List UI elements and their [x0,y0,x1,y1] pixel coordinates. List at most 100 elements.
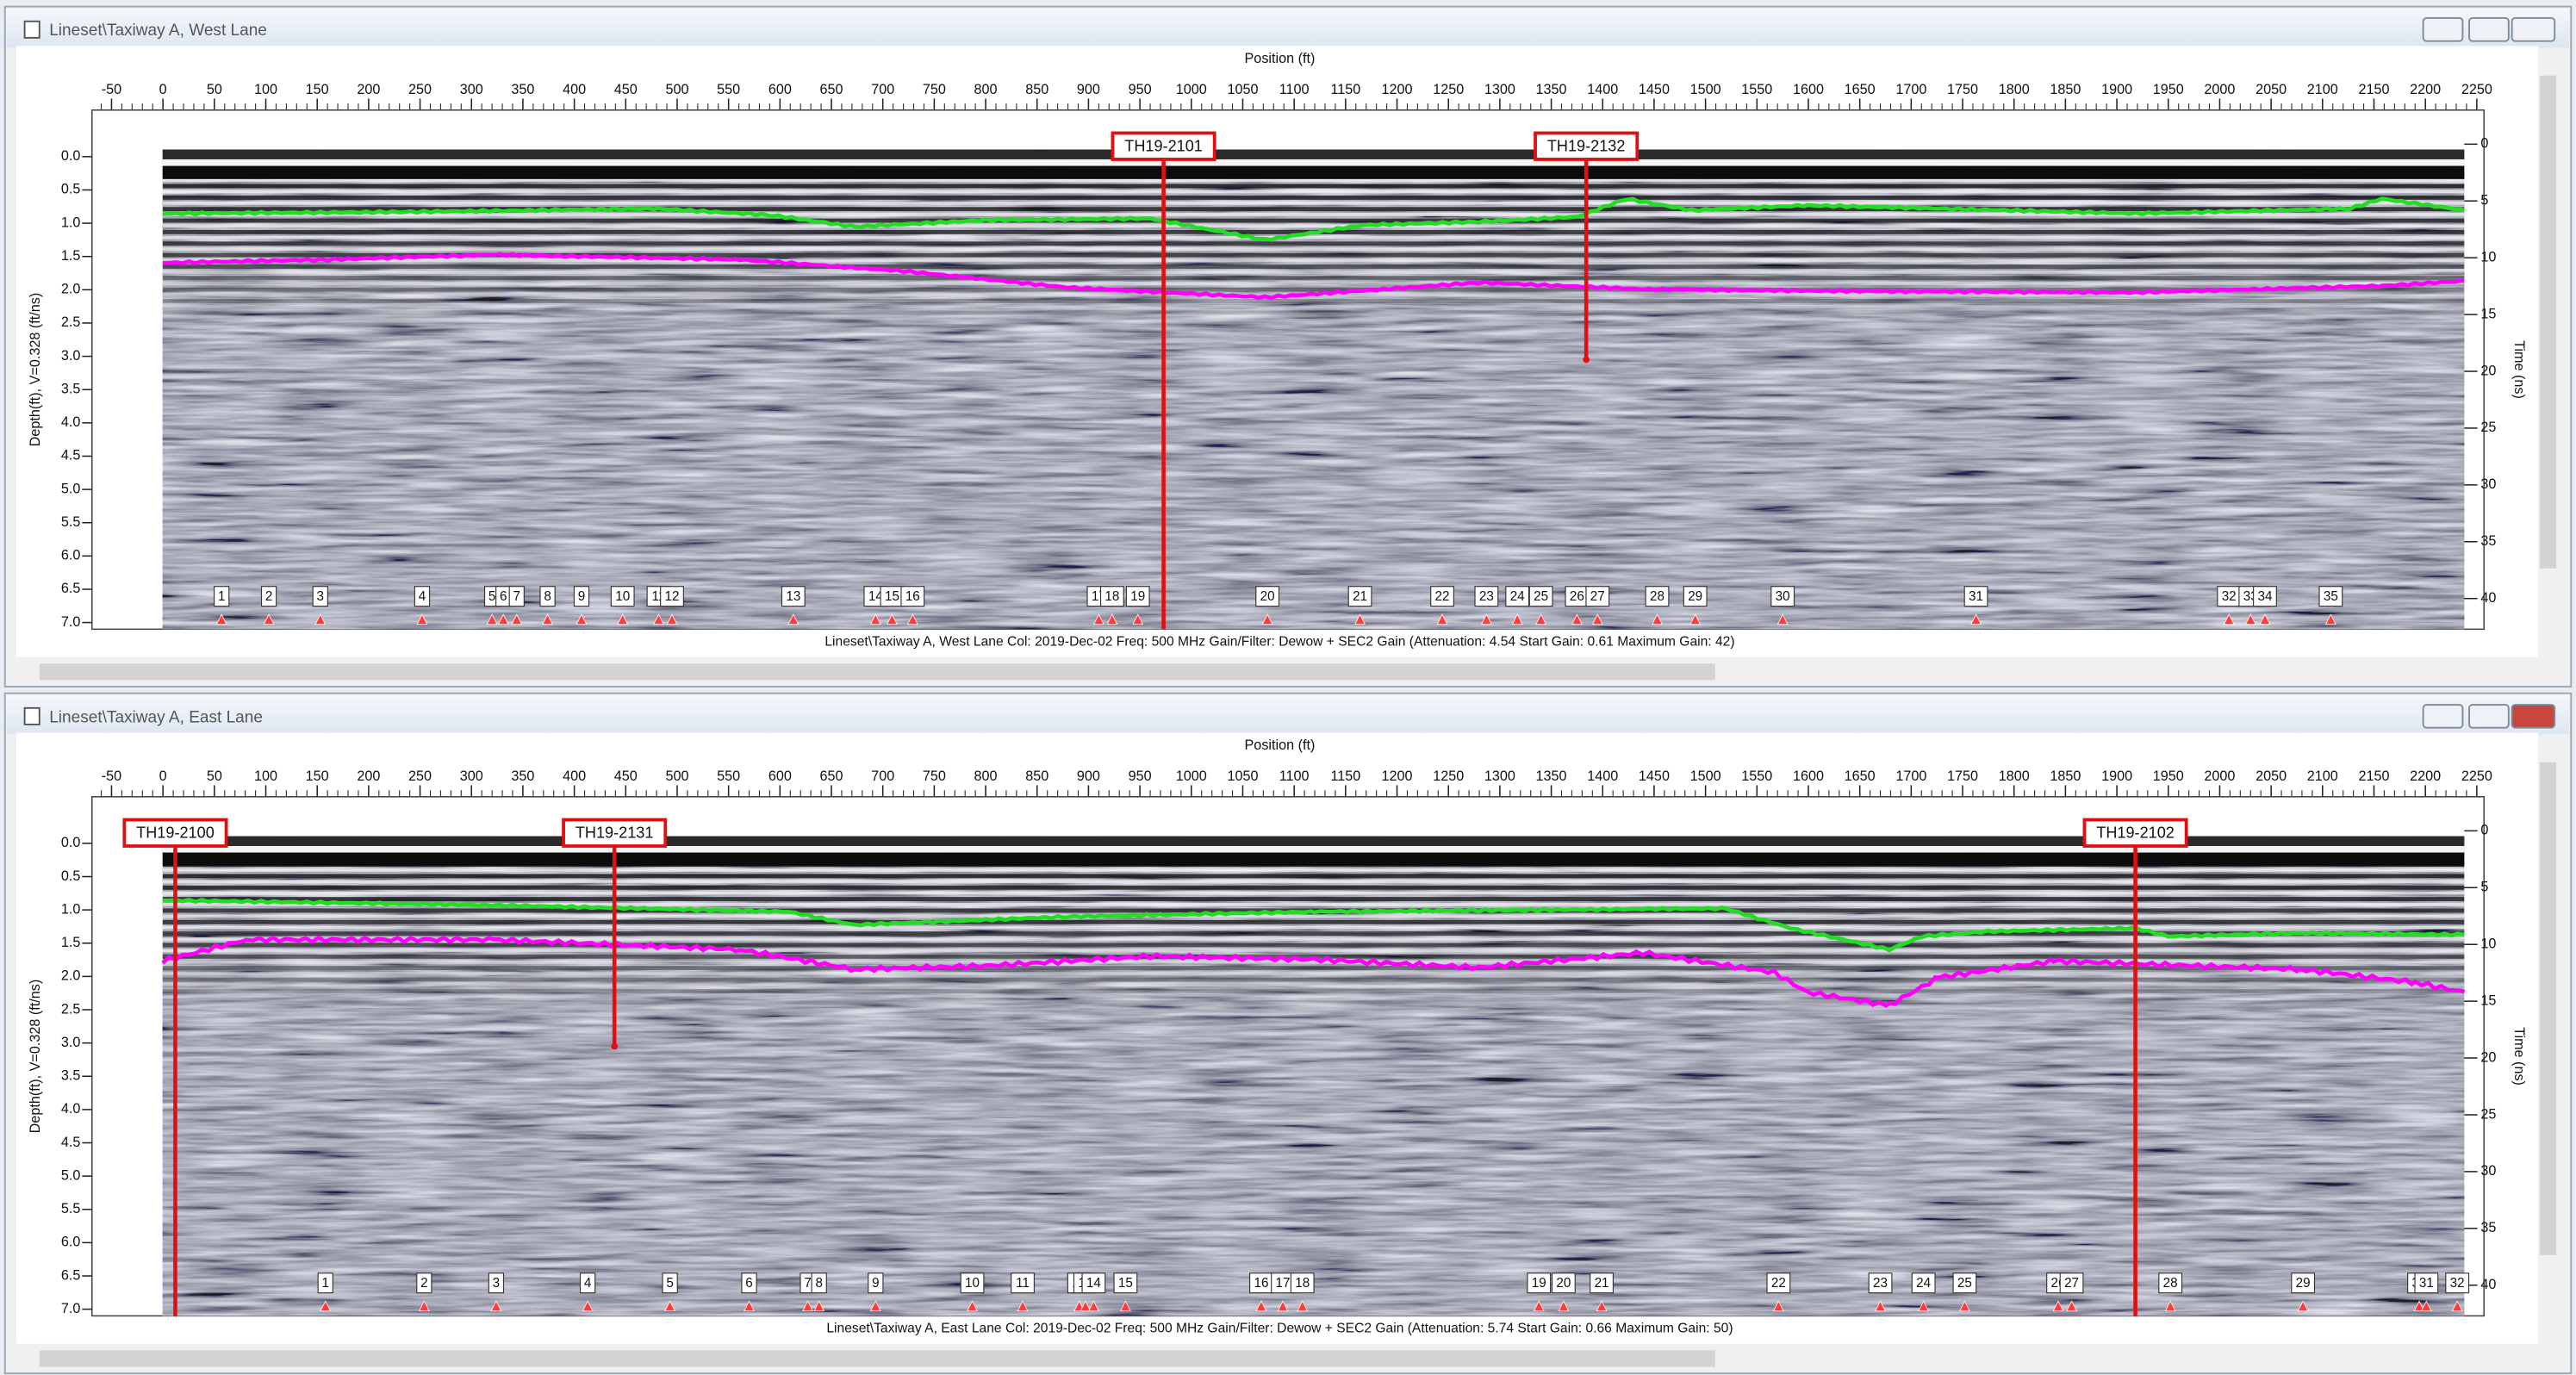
x-tick-label: 0 [159,82,167,97]
y-tick-label: 4.0 [61,1101,81,1117]
y-tick-label: 5.5 [61,514,81,530]
y-axis-label: Depth(ft), V=0.328 (ft/ns) [28,293,43,447]
x-tick-label: 1750 [1947,768,1978,784]
marker-label: 16 [905,589,920,604]
x-tick-label: 250 [408,82,432,97]
x-tick-label: 1150 [1330,82,1360,97]
y-tick-label: 5.0 [61,1167,81,1183]
x-tick-label: 400 [563,82,586,97]
marker-label: 19 [1130,589,1145,604]
h-scroll-thumb[interactable] [40,1350,1715,1366]
x-tick-label: 700 [871,768,894,784]
close-button[interactable] [2512,18,2555,41]
y-tick-label: 3.5 [61,381,81,396]
radargram [163,837,2465,1316]
y-tick-label: 0.0 [61,148,81,164]
y2-axis-label: Time (ns) [2511,1027,2527,1086]
y2-tick-label: 10 [2480,249,2496,264]
x-tick-label: 850 [1025,768,1048,784]
y-tick-label: 2.0 [61,968,81,984]
x-tick-label: 1800 [1999,82,2030,97]
x-tick-label: 800 [974,82,998,97]
x-tick-label: 100 [254,768,277,784]
x-tick-label: 1750 [1947,82,1978,97]
marker-label: 8 [544,589,551,604]
y2-tick-label: 25 [2480,1106,2496,1122]
marker-label: 25 [1957,1276,1972,1291]
x-tick-label: 1300 [1484,768,1515,784]
x-tick-label: 2050 [2256,768,2287,784]
y-tick-label: 0.5 [61,182,81,197]
y2-tick-label: 30 [2480,1163,2496,1179]
y2-tick-label: 20 [2480,1049,2496,1065]
x-tick-label: 2100 [2307,768,2338,784]
footer-info: Lineset\Taxiway A, East Lane Col: 2019-D… [826,1322,1733,1336]
x-tick-label: 200 [357,82,380,97]
x-tick-label: -50 [102,768,121,784]
marker-label: 20 [1260,589,1275,604]
x-tick-label: 2200 [2410,768,2441,784]
y-tick-label: 0.0 [61,835,81,850]
y-tick-label: 1.5 [61,935,81,950]
x-tick-label: 1050 [1227,82,1258,97]
screen: Lineset\Taxiway A, West LanePosition (ft… [0,0,2576,1375]
marker-label: 13 [786,589,800,604]
v-scroll-thumb[interactable] [2540,762,2556,1255]
x-tick-label: 1950 [2153,82,2184,97]
v-scroll-thumb[interactable] [2540,76,2556,569]
x-tick-label: 850 [1025,82,1048,97]
y2-tick-label: 15 [2480,306,2496,321]
close-button[interactable] [2512,705,2555,728]
x-tick-label: 1200 [1382,768,1413,784]
surface-band [163,150,2465,159]
x-tick-label: 600 [768,768,792,784]
y2-tick-label: 40 [2480,1277,2496,1292]
y-tick-label: 2.5 [61,1001,81,1017]
x-tick-label: -50 [102,82,121,97]
h-scroll-thumb[interactable] [40,663,1715,680]
marker-label: 7 [804,1276,811,1291]
x-tick-label: 500 [665,768,688,784]
x-tick-label: 1450 [1639,768,1670,784]
marker-label: 19 [1532,1276,1546,1291]
x-tick-label: 250 [408,768,432,784]
x-tick-label: 1900 [2101,768,2132,784]
marker-label: 24 [1510,589,1525,604]
x-tick-label: 700 [871,82,894,97]
maximize-button[interactable] [2469,18,2509,41]
y2-tick-label: 0 [2480,136,2488,152]
borehole-end [1583,357,1590,364]
window: Lineset\Taxiway A, West LanePosition (ft… [5,7,2572,687]
marker-label: 15 [1118,1276,1133,1291]
marker-label: 17 [1276,1276,1291,1291]
title-bar [7,9,2570,48]
x-tick-label: 950 [1129,768,1152,784]
y-tick-label: 4.5 [61,448,81,464]
marker-label: 4 [584,1276,592,1291]
x-tick-label: 650 [820,82,843,97]
title-bar [7,695,2570,735]
y2-tick-label: 5 [2480,880,2488,895]
y-tick-label: 4.0 [61,414,81,430]
y-axis-label: Depth(ft), V=0.328 (ft/ns) [28,980,43,1134]
x-tick-label: 450 [614,768,638,784]
y-tick-label: 1.5 [61,248,81,264]
x-tick-label: 450 [614,82,638,97]
minimize-button[interactable] [2424,18,2463,41]
marker-label: 29 [2296,1276,2311,1291]
maximize-button[interactable] [2469,705,2509,728]
x-tick-label: 1550 [1741,82,1772,97]
marker-label: 21 [1353,589,1367,604]
marker-label: 32 [2450,1276,2465,1291]
x-tick-label: 350 [511,82,534,97]
marker-label: 3 [317,589,324,604]
minimize-button[interactable] [2424,705,2463,728]
marker-label: 4 [419,589,426,604]
y-tick-label: 6.0 [61,548,81,563]
borehole-label: TH19-2102 [2096,824,2175,841]
x-tick-label: 950 [1129,82,1152,97]
borehole-end [611,1043,618,1050]
y2-tick-label: 20 [2480,363,2496,378]
marker-label: 29 [1688,589,1702,604]
x-axis-label: Position (ft) [1245,51,1316,66]
